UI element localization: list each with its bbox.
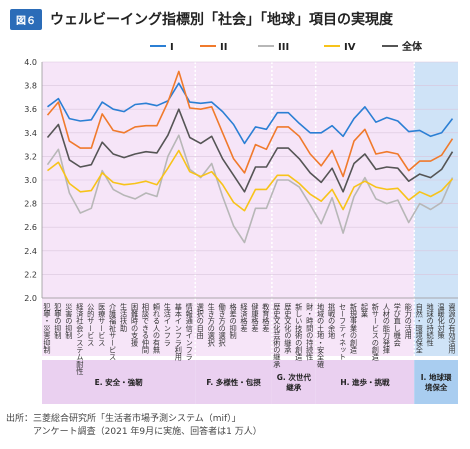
series-line-total: [46, 108, 454, 193]
group-header-bg-1: [195, 360, 272, 404]
source-line-1: 出所：三菱総合研究所「生活者市場予測システム（mif）」: [6, 414, 241, 424]
figure-badge: 図６: [10, 8, 42, 30]
legend-label-4: 全体: [401, 40, 423, 53]
x-tick-label: 生き方の選択: [207, 302, 216, 347]
y-tick-label: 2.8: [24, 200, 37, 209]
x-tick-label: 教育格差: [262, 302, 271, 332]
x-tick-label: 犯罪の抑制: [54, 302, 63, 340]
x-tick-label: 相談できる仲間: [142, 302, 151, 354]
legend-label-0: I: [170, 42, 174, 53]
group-label-4: I. 地球環境保全: [421, 372, 452, 392]
series-line-II: [46, 70, 454, 178]
x-tick-label: 選択の自由: [196, 302, 205, 340]
x-tick-label: 医療サービス: [98, 303, 107, 346]
x-tick-label: 資源の有効活用: [448, 302, 457, 354]
x-tick-label: 自然・環境保全: [415, 302, 424, 353]
y-tick-label: 4.0: [24, 58, 37, 67]
y-tick-label: 3.6: [24, 105, 37, 114]
x-tick-label: 歴史文化の継承: [284, 303, 293, 354]
x-tick-label: 歴史文化芸術の継承: [273, 303, 282, 368]
x-tick-label: 犯罪・災害抑制: [43, 302, 52, 354]
x-tick-label: 生活扶助: [120, 302, 129, 333]
y-tick-label: 3.4: [24, 129, 37, 138]
x-tick-label: 生活インフラ: [163, 302, 172, 346]
x-tick-label: 新サービスの創造: [371, 302, 380, 361]
y-tick-label: 2.6: [24, 223, 37, 232]
group-label-1: F. 多様性・包摂: [206, 377, 261, 387]
group-band-4: [414, 62, 458, 356]
group-header-bg-0: [42, 360, 196, 404]
legend-label-3: IV: [344, 42, 356, 53]
series-line-III: [46, 134, 454, 244]
x-tick-label: 情報通信インフラ: [185, 302, 194, 360]
x-tick-label: 頼れる人の有無: [152, 303, 161, 355]
y-tick-label: 3.0: [24, 176, 37, 185]
x-tick-label: 働き方の選択: [218, 302, 227, 347]
y-tick-label: 3.8: [24, 82, 37, 91]
x-tick-label: 新しい技術の創造: [295, 302, 304, 361]
x-tick-label: 地域の土地・安全確: [316, 302, 325, 369]
x-tick-label: セーフティネット: [339, 303, 348, 361]
series-line-IV: [47, 149, 454, 212]
series-line-I: [47, 82, 454, 145]
x-tick-label: 地球の持続性: [426, 302, 435, 347]
x-tick-label: 挑戦の余地: [327, 302, 336, 339]
x-tick-label: 学び直し機会: [393, 302, 402, 347]
x-tick-label: 起業: [360, 303, 369, 319]
group-band-3: [315, 62, 415, 356]
x-tick-label: 健康格差: [251, 302, 260, 332]
legend-label-2: III: [278, 42, 289, 53]
x-tick-label: 経済社会システム耐性: [76, 302, 85, 376]
group-band-2: [271, 62, 316, 356]
source-line-2: アンケート調査（2021 年9月に実施、回答者は1 万人）: [6, 427, 262, 437]
x-tick-label: 困難時の支援: [131, 303, 140, 347]
x-tick-label: 人材の能力発揮: [382, 303, 391, 355]
x-tick-label: 公的サービス: [87, 303, 96, 346]
x-tick-label: 新規事業の創造: [350, 302, 359, 354]
y-tick-label: 2.2: [24, 270, 37, 279]
group-label-2: G. 次世代継承: [277, 372, 312, 392]
x-tick-label: 災害の抑制: [65, 303, 74, 340]
y-tick-label: 3.2: [24, 152, 37, 161]
x-tick-label: 温暖化対策: [437, 302, 446, 340]
group-header-bg-2: [271, 360, 316, 404]
x-tick-label: 能力の活用: [404, 302, 413, 340]
legend-label-1: II: [220, 42, 227, 53]
x-tick-label: 格差の抑制: [229, 302, 238, 340]
x-tick-label: 基本インフラ利用: [174, 302, 183, 361]
x-tick-label: 財・時間の持続性: [306, 302, 315, 361]
chart-title: ウェルビーイング指標別「社会」「地球」項目の実現度: [50, 12, 393, 28]
group-label-3: H. 進歩・挑戦: [340, 377, 390, 387]
group-label-0: E. 安全・強靭: [95, 377, 144, 387]
source-note: 出所：三菱総合研究所「生活者市場予測システム（mif）」 アンケート調査（202…: [6, 413, 262, 439]
y-tick-label: 2.0: [24, 294, 37, 303]
group-header-bg-3: [315, 360, 415, 404]
group-header-bg-4: [414, 360, 458, 404]
x-tick-label: 経済格差: [240, 302, 249, 332]
title-row: 図６ ウェルビーイング指標別「社会」「地球」項目の実現度: [10, 8, 393, 30]
y-tick-label: 2.4: [24, 247, 37, 256]
x-tick-label: 介護福祉サービス: [108, 303, 117, 361]
